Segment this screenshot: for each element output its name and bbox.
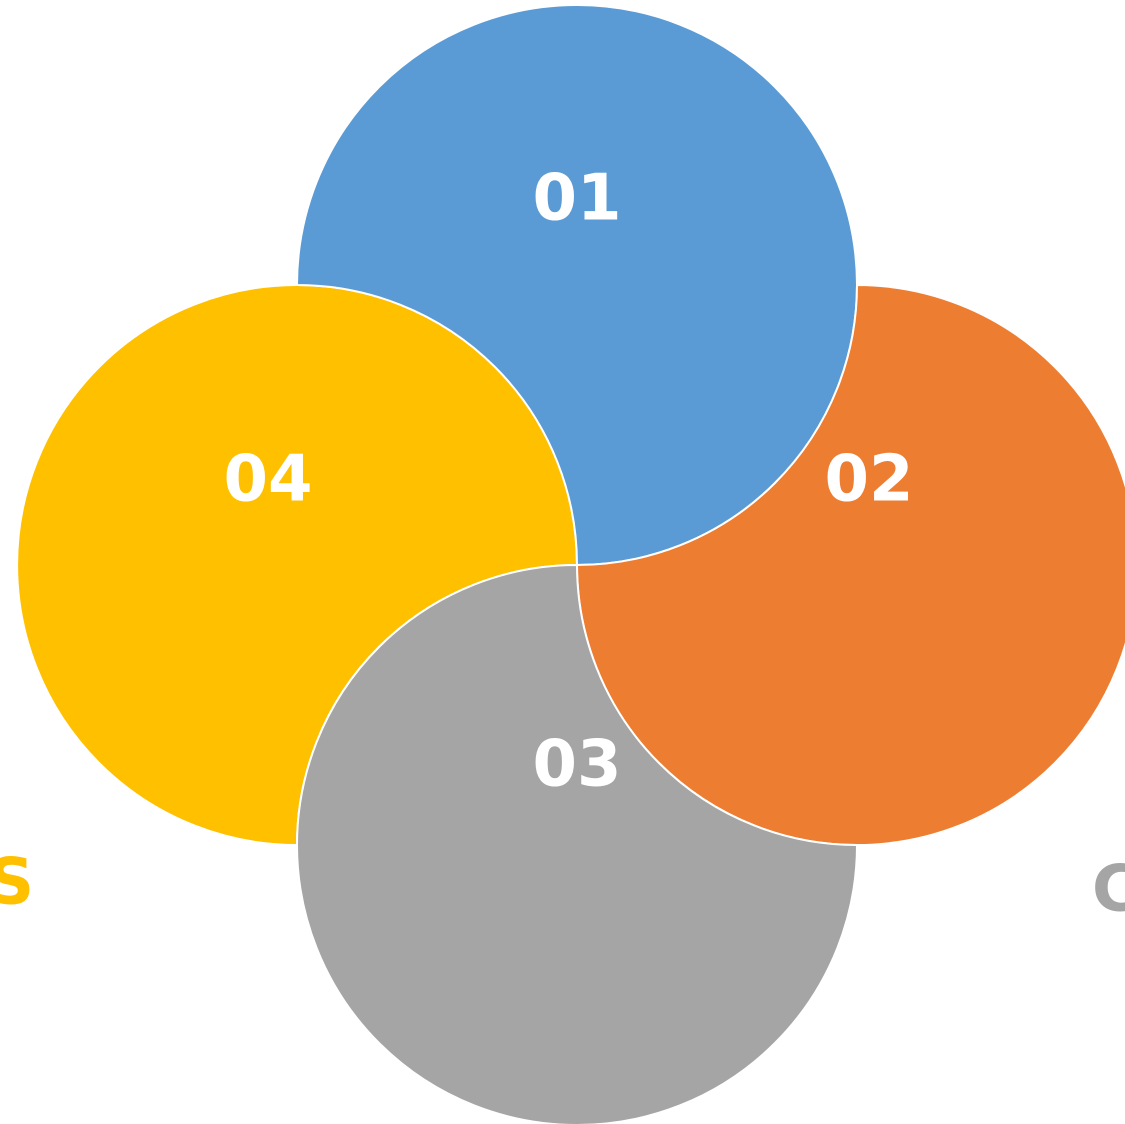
- petal-03: [295, 563, 859, 1124]
- right-edge-text-fragment: C: [1092, 853, 1125, 927]
- petal-03-label: 03: [532, 728, 621, 802]
- petal-04-label: 04: [223, 443, 312, 517]
- petal-01-label: 01: [532, 162, 621, 236]
- left-edge-text-fragment: S: [0, 846, 34, 920]
- petal-02-label: 02: [824, 443, 913, 517]
